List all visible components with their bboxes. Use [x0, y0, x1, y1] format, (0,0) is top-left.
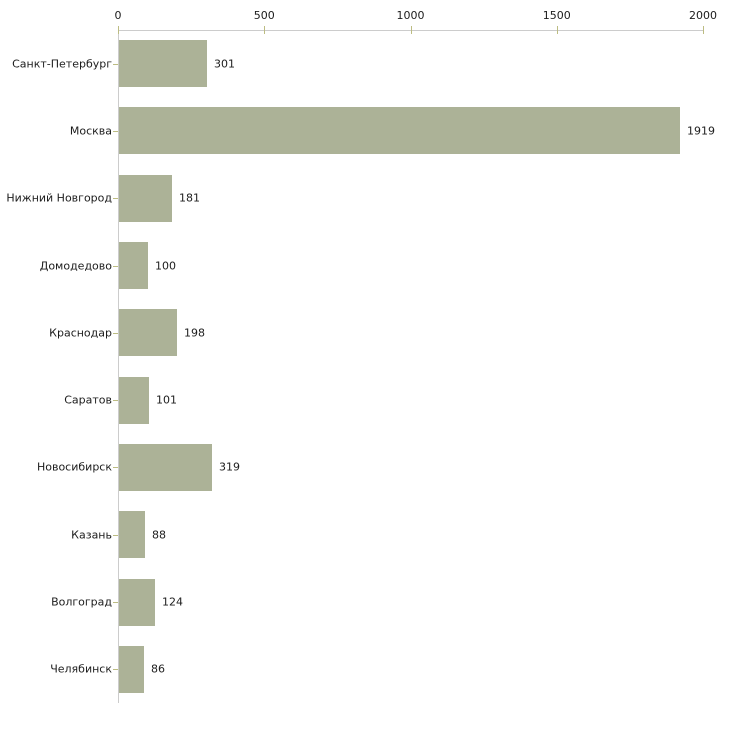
y-axis-tick-mark [113, 602, 118, 603]
value-label: 100 [155, 259, 176, 273]
x-axis-tick-label: 500 [253, 9, 275, 22]
bar [119, 242, 148, 289]
bar [119, 107, 680, 154]
category-label: Челябинск [50, 662, 112, 676]
x-axis-tick-label: 0 [114, 9, 122, 22]
value-label: 88 [152, 528, 166, 542]
category-label: Казань [71, 528, 112, 542]
x-axis-tick-mark [556, 26, 558, 34]
category-label: Новосибирск [36, 460, 112, 474]
value-label: 101 [156, 393, 177, 407]
value-label: 301 [214, 57, 235, 71]
value-label: 124 [162, 595, 183, 609]
x-axis-tick-label: 1000 [396, 9, 425, 22]
bar [119, 40, 207, 87]
y-axis-tick-mark [113, 400, 118, 401]
x-axis-tick-mark [410, 26, 412, 34]
x-axis-tick-mark [703, 26, 704, 34]
bar [119, 444, 212, 491]
category-label: Москва [69, 124, 112, 138]
bar [119, 579, 155, 626]
y-axis-line [118, 30, 119, 703]
y-axis-tick-mark [113, 266, 118, 267]
bar [119, 511, 145, 558]
bar [119, 377, 149, 424]
y-axis-tick-mark [113, 535, 118, 536]
x-axis-tick-mark [118, 26, 119, 34]
y-axis-tick-mark [113, 333, 118, 334]
y-axis-tick-mark [113, 467, 118, 468]
value-label: 181 [179, 191, 200, 205]
category-label: Краснодар [49, 326, 112, 340]
y-axis-tick-mark [113, 131, 118, 132]
bar [119, 646, 144, 693]
bar [119, 309, 177, 356]
y-axis-tick-mark [113, 198, 118, 199]
y-axis-tick-mark [113, 669, 118, 670]
x-axis-tick-mark [264, 26, 266, 34]
value-label: 86 [151, 662, 165, 676]
bar [119, 175, 172, 222]
category-label: Нижний Новгород [6, 191, 112, 205]
x-axis-tick-label: 1500 [542, 9, 571, 22]
y-axis-tick-mark [113, 64, 118, 65]
category-label: Волгоград [51, 595, 112, 609]
value-label: 1919 [687, 124, 715, 138]
x-axis-tick-label: 2000 [689, 9, 717, 22]
value-label: 319 [219, 460, 240, 474]
category-label: Санкт-Петербург [12, 57, 112, 71]
category-label: Саратов [64, 393, 112, 407]
category-label: Домодедово [39, 259, 112, 273]
value-label: 198 [184, 326, 205, 340]
